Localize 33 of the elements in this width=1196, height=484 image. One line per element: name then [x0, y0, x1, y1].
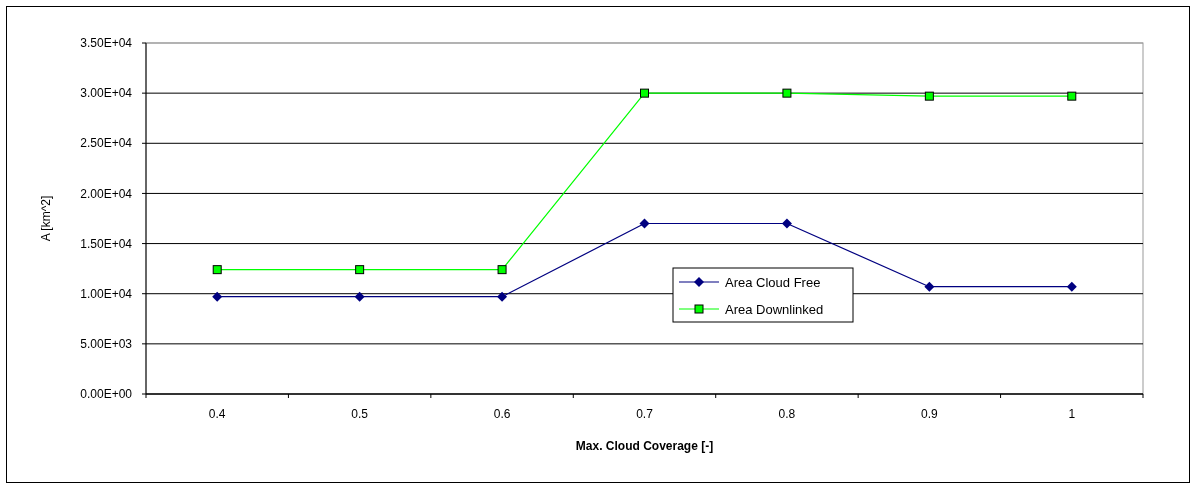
x-tick-label: 0.6: [493, 407, 511, 421]
x-tick-label: 0.9: [921, 407, 939, 421]
y-tick-label: 1.00E+04: [80, 286, 133, 301]
y-tick-label: 1.50E+04: [80, 236, 133, 251]
point: [640, 88, 649, 98]
point: [354, 291, 365, 302]
point: [924, 91, 934, 101]
point: [355, 265, 365, 275]
point: [924, 281, 935, 292]
x-tick-label: 0.5: [351, 407, 369, 421]
point: [639, 218, 650, 229]
x-tick-label: 1: [1068, 407, 1076, 421]
point: [497, 265, 507, 275]
legend-label: Area Cloud Free: [725, 274, 821, 290]
point: [1066, 281, 1077, 292]
y-tick-label: 2.50E+04: [80, 136, 133, 151]
point: [212, 265, 222, 275]
y-tick-label: 3.50E+04: [80, 36, 133, 51]
y-tick-label: 3.00E+04: [80, 86, 133, 101]
y-axis-title: A [km^2]: [39, 195, 53, 242]
point: [497, 291, 508, 302]
point: [781, 218, 792, 229]
y-tick-label: 0.00E+00: [80, 387, 133, 402]
point: [782, 88, 792, 98]
point: [1067, 91, 1077, 101]
point: [212, 291, 223, 302]
x-tick-label: 0.8: [778, 407, 796, 421]
legend-label: Area Downlinked: [725, 301, 824, 317]
x-tick-label: 0.7: [636, 407, 654, 421]
x-axis-title: Max. Cloud Coverage [-]: [575, 439, 714, 453]
x-tick-label: 0.4: [208, 407, 226, 421]
y-tick-label: 5.00E+03: [80, 337, 133, 352]
y-tick-label: 2.00E+04: [80, 186, 133, 201]
